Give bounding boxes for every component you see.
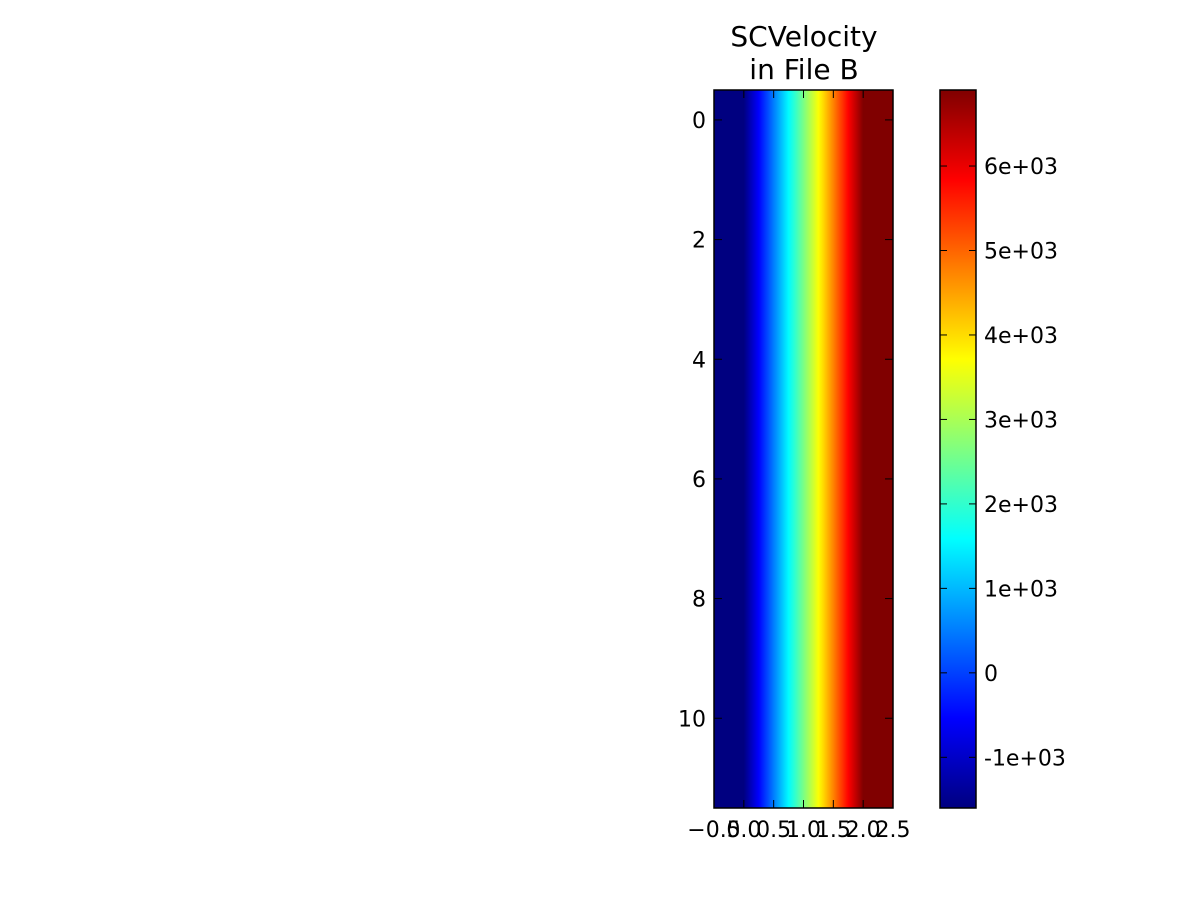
x-tick-label: −0.5 (687, 818, 740, 843)
colorbar-tick-label: -1e+03 (984, 746, 1066, 771)
colorbar-ticks: -1e+03 0 1e+03 2e+03 3e+03 4e+03 5e+03 6e+03 (940, 155, 1066, 771)
colorbar-tick-label: 4e+03 (984, 324, 1058, 349)
x-tick-label: 2.0 (846, 818, 881, 843)
x-tick-label: 2.5 (876, 818, 911, 843)
y-tick-label: 4 (692, 348, 706, 373)
colorbar-tick-label: 0 (984, 662, 998, 687)
colorbar-tick-label: 2e+03 (984, 493, 1058, 518)
colorbar-tick-label: 3e+03 (984, 408, 1058, 433)
plot-frame (713, 89, 894, 809)
heatmap-image (714, 90, 893, 808)
x-axis-ticks: −0.50.00.51.01.52.02.5 (687, 90, 911, 843)
colorbar-tick-label: 1e+03 (984, 577, 1058, 602)
y-tick-label: 2 (692, 229, 706, 254)
colorbar: -1e+03 0 1e+03 2e+03 3e+03 4e+03 5e+03 6e+03 (939, 89, 1066, 809)
colorbar-frame (939, 89, 977, 809)
colorbar-tick-label: 5e+03 (984, 239, 1058, 264)
y-tick-label: 6 (692, 468, 706, 493)
y-tick-label: 10 (678, 707, 706, 732)
x-tick-label: 1.5 (816, 818, 851, 843)
x-tick-label: 0.0 (726, 818, 761, 843)
y-tick-label: 0 (692, 109, 706, 134)
colorbar-tick-label: 6e+03 (984, 155, 1058, 180)
chart-title-line-2: in File B (749, 53, 858, 86)
chart-title-line-1: SCVelocity (730, 20, 877, 53)
x-tick-label: 0.5 (756, 818, 791, 843)
colorbar-gradient-bar (940, 90, 976, 808)
y-axis-ticks: 0 2 4 6 8 10 (678, 109, 893, 732)
y-tick-label: 8 (692, 588, 706, 613)
x-tick-label: 1.0 (786, 818, 821, 843)
heatmap-plot-area: 0 2 4 6 8 10 −0.50.00.51.01.52.02.5 (678, 89, 911, 843)
